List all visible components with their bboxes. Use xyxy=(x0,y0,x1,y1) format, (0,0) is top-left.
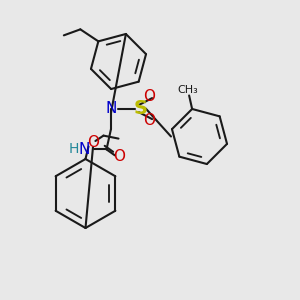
Text: N: N xyxy=(105,101,117,116)
Text: N: N xyxy=(78,142,90,157)
Text: O: O xyxy=(143,89,155,104)
Text: CH₃: CH₃ xyxy=(178,85,199,95)
Text: S: S xyxy=(134,99,147,118)
Text: H: H xyxy=(69,142,79,156)
Text: O: O xyxy=(113,149,125,164)
Text: O: O xyxy=(87,135,99,150)
Text: O: O xyxy=(143,113,155,128)
